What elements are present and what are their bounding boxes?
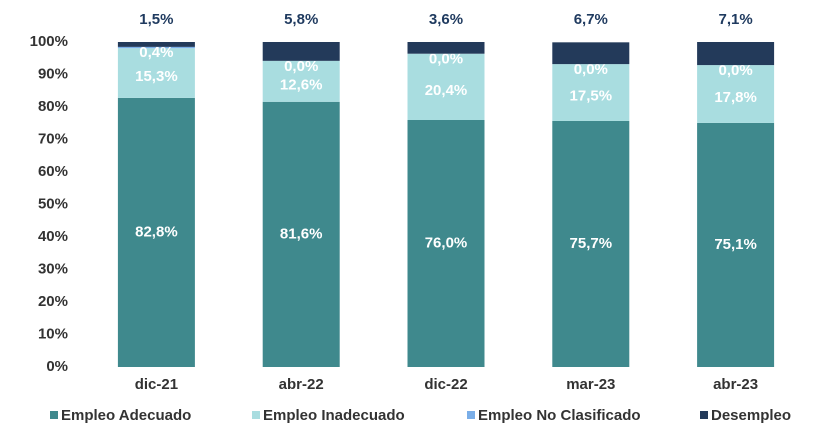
bar-segment	[552, 120, 630, 367]
x-tick-label: abr-23	[713, 376, 758, 393]
bar-segment	[407, 120, 485, 367]
legend-label: Empleo Inadecuado	[263, 407, 405, 424]
x-tick-label: dic-21	[135, 376, 178, 393]
legend-marker	[252, 411, 260, 419]
y-tick-label: 0%	[46, 358, 68, 375]
legend-label: Empleo No Clasificado	[478, 407, 641, 424]
y-tick-label: 100%	[30, 33, 68, 50]
legend-label: Empleo Adecuado	[61, 407, 191, 424]
bar-segment	[262, 42, 340, 61]
value-label: 82,8%	[135, 223, 178, 240]
y-tick-label: 30%	[38, 260, 68, 277]
x-tick-label: abr-22	[279, 376, 324, 393]
legend-marker	[467, 411, 475, 419]
y-tick-label: 70%	[38, 130, 68, 147]
y-tick-label: 50%	[38, 195, 68, 212]
value-label: 15,3%	[135, 68, 178, 85]
bar-segment	[552, 42, 630, 65]
legend-label: Desempleo	[711, 407, 791, 424]
bar-segment	[117, 42, 195, 47]
value-label: 12,6%	[280, 76, 323, 93]
y-tick-label: 20%	[38, 293, 68, 310]
value-label: 3,6%	[429, 11, 463, 28]
bar-segment	[697, 122, 775, 367]
bar-segment	[552, 64, 630, 121]
y-tick-label: 80%	[38, 98, 68, 115]
legend-marker	[50, 411, 58, 419]
value-label: 0,0%	[718, 62, 752, 79]
x-tick-label: dic-22	[424, 376, 467, 393]
value-label: 20,4%	[425, 82, 468, 99]
bar-segment	[262, 60, 340, 102]
bar-segment	[697, 42, 775, 66]
value-label: 0,4%	[139, 44, 173, 61]
value-label: 17,5%	[570, 88, 613, 105]
value-label: 76,0%	[425, 234, 468, 251]
y-tick-label: 10%	[38, 325, 68, 342]
bar-segment	[407, 42, 485, 54]
bar-segment	[407, 53, 485, 121]
value-label: 75,7%	[570, 235, 613, 252]
x-tick-label: mar-23	[566, 376, 615, 393]
bar-segment	[117, 46, 195, 49]
legend-marker	[700, 411, 708, 419]
value-label: 75,1%	[714, 236, 757, 253]
y-tick-label: 90%	[38, 65, 68, 82]
bar-segment	[117, 97, 195, 368]
value-label: 7,1%	[718, 11, 752, 28]
value-label: 0,0%	[284, 58, 318, 75]
value-label: 1,5%	[139, 11, 173, 28]
bar-segment	[697, 65, 775, 123]
bar-segment	[117, 48, 195, 98]
value-label: 0,0%	[574, 61, 608, 78]
value-label: 5,8%	[284, 11, 318, 28]
y-tick-label: 60%	[38, 163, 68, 180]
value-label: 0,0%	[429, 51, 463, 68]
y-tick-label: 40%	[38, 228, 68, 245]
value-label: 6,7%	[574, 11, 608, 28]
value-label: 17,8%	[714, 89, 757, 106]
value-label: 81,6%	[280, 225, 323, 242]
bar-segment	[262, 101, 340, 368]
